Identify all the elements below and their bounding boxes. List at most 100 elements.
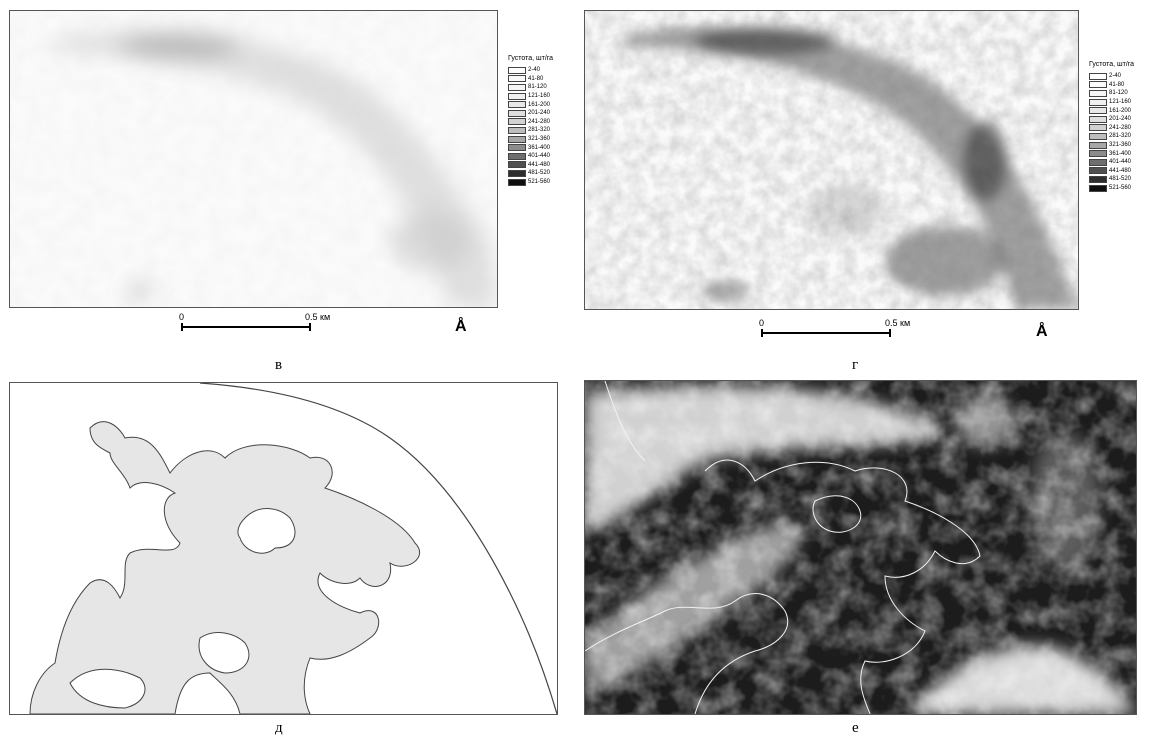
legend-label: 361-400 (528, 144, 551, 151)
legend-swatch (508, 75, 526, 83)
legend-swatch (508, 161, 526, 169)
legend-title: Густота, шт/га (1089, 61, 1135, 68)
legend-label: 281-320 (1109, 133, 1132, 140)
legend-swatch (508, 66, 526, 74)
scale-bar-v: 0 0.5 км (179, 312, 330, 332)
legend-label: 441-480 (1109, 167, 1132, 174)
density-zone-hole (237, 508, 296, 554)
legend-entry: 441-480 (1089, 167, 1150, 176)
legend-label: 81-120 (1109, 90, 1128, 97)
legend-entry: 521-560 (1089, 184, 1150, 193)
legend-entry: 81-120 (508, 83, 553, 92)
legend-swatch (508, 169, 526, 177)
legend-swatch (508, 92, 526, 100)
legend-swatch (1089, 124, 1107, 132)
legend-label: 321-360 (528, 136, 551, 143)
legend-swatch (508, 83, 526, 91)
legend-label: 121-160 (1109, 99, 1132, 106)
legend-label: 481-520 (528, 170, 551, 177)
legend-title: Густота, шт/га (508, 55, 554, 62)
legend-entry: 41-80 (508, 75, 553, 84)
legend-entry: 161-200 (508, 100, 553, 109)
scale-zero-label: 0 (759, 318, 765, 328)
legend-label: 2-40 (528, 67, 541, 74)
legend-swatch (1089, 107, 1107, 115)
satellite-imagery (585, 381, 1136, 714)
scale-zero-label: 0 (179, 312, 185, 322)
legend-swatch (1089, 98, 1107, 106)
legend-entry: 481-520 (508, 169, 553, 178)
legend-label: 441-480 (528, 161, 551, 168)
legend-entry: 361-400 (1089, 149, 1150, 158)
density-zone-hole (198, 632, 250, 674)
legend-entry: 321-360 (1089, 141, 1150, 150)
density-surface-v (10, 11, 497, 307)
density-map-v (9, 10, 498, 308)
legend-entry: 41-80 (1089, 81, 1150, 90)
legend-g: Густота, шт/га 2-40 41-80 81-120 121-160 161… (1089, 61, 1150, 192)
legend-label: 81-120 (528, 84, 547, 91)
legend-entry: 2-40 (1089, 72, 1150, 81)
density-zone-hole (69, 668, 146, 709)
legend-label: 41-80 (1109, 81, 1125, 88)
legend-swatch (508, 178, 526, 186)
density-surface-g (585, 11, 1078, 309)
legend-label: 241-280 (1109, 124, 1132, 131)
legend-entry: 281-320 (1089, 132, 1150, 141)
legend-entry: 401-440 (1089, 158, 1150, 167)
panel-caption-d: д (275, 720, 283, 736)
legend-entry: 361-400 (508, 143, 553, 152)
density-zone (29, 421, 421, 714)
legend-entry: 481-520 (1089, 175, 1150, 184)
legend-entry: 201-240 (1089, 115, 1150, 124)
study-area-boundary (199, 383, 557, 714)
legend-entry: 121-160 (508, 92, 553, 101)
legend-entry: 81-120 (1089, 89, 1150, 98)
legend-swatch (1089, 72, 1107, 80)
legend-label: 41-80 (528, 75, 544, 82)
legend-swatch (1089, 150, 1107, 158)
legend-swatch (1089, 115, 1107, 123)
legend-swatch (508, 118, 526, 126)
legend-entry: 161-200 (1089, 106, 1150, 115)
legend-label: 161-200 (1109, 107, 1132, 114)
legend-entry: 241-280 (1089, 124, 1150, 133)
legend-swatch (1089, 81, 1107, 89)
scale-distance-label: 0.5 км (885, 318, 911, 328)
legend-swatch (1089, 184, 1107, 192)
legend-entry: 281-320 (508, 126, 553, 135)
legend-label: 401-440 (528, 153, 551, 160)
legend-entry: 2-40 (508, 66, 553, 75)
legend-label: 361-400 (1109, 150, 1132, 157)
scale-bar-line (761, 332, 891, 334)
legend-swatch (508, 152, 526, 160)
scale-tick (889, 329, 891, 337)
legend-label: 201-240 (528, 110, 551, 117)
legend-swatch (1089, 167, 1107, 175)
legend-entry: 521-560 (508, 178, 553, 187)
panel-caption-v: в (275, 357, 283, 373)
density-map-g (584, 10, 1079, 310)
legend-label: 521-560 (1109, 185, 1132, 192)
legend-label: 121-160 (528, 93, 551, 100)
legend-swatch (508, 101, 526, 109)
scale-tick (309, 323, 311, 331)
scale-tick (181, 323, 183, 331)
scale-tick (761, 329, 763, 337)
legend-entry: 321-360 (508, 135, 553, 144)
legend-swatch (1089, 175, 1107, 183)
zone-overlay-outlines (585, 381, 981, 714)
legend-label: 321-360 (1109, 142, 1132, 149)
legend-swatch (1089, 141, 1107, 149)
zone-outline-map (10, 383, 557, 714)
satellite-image-e (584, 380, 1137, 715)
legend-entry: 241-280 (508, 118, 553, 127)
legend-classes: 2-40 41-80 81-120 121-160 161-200 201-240 241-… (1089, 72, 1150, 192)
north-arrow-icon: Å (455, 318, 467, 335)
legend-swatch (1089, 158, 1107, 166)
legend-label: 401-440 (1109, 159, 1132, 166)
legend-swatch (508, 126, 526, 134)
panel-caption-e: е (852, 720, 859, 736)
legend-swatch (508, 144, 526, 152)
legend-entry: 201-240 (508, 109, 553, 118)
